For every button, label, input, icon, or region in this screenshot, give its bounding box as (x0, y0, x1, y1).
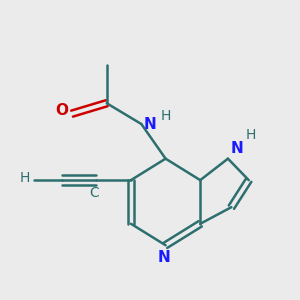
Text: N: N (144, 116, 157, 131)
Text: N: N (231, 141, 244, 156)
Text: N: N (158, 250, 170, 266)
Text: O: O (55, 103, 68, 118)
Text: C: C (90, 186, 100, 200)
Text: H: H (246, 128, 256, 142)
Text: H: H (160, 110, 171, 123)
Text: H: H (20, 171, 31, 185)
